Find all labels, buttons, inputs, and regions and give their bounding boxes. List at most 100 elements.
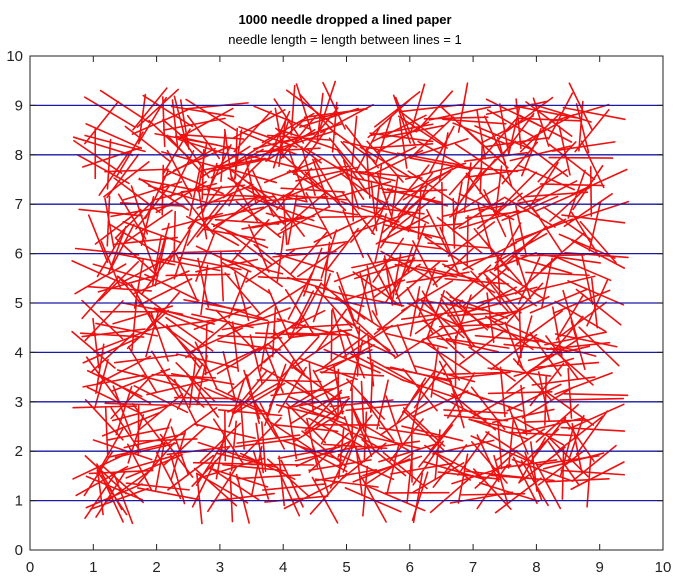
needle [320, 398, 349, 445]
needle [197, 188, 208, 240]
y-tick-label: 5 [15, 295, 23, 312]
needle [496, 136, 513, 187]
needle [358, 170, 423, 179]
needle [485, 100, 549, 116]
needle [162, 118, 207, 158]
needle [185, 320, 230, 359]
needle [170, 105, 235, 118]
needle [449, 264, 492, 305]
needle [375, 163, 383, 215]
needle [332, 155, 365, 201]
needle [511, 255, 573, 275]
needle [241, 190, 294, 222]
needle [92, 263, 154, 282]
needle [567, 169, 586, 219]
needle [239, 452, 296, 480]
needle [353, 318, 397, 359]
needle [531, 103, 592, 123]
needle [544, 477, 610, 483]
needle [396, 324, 418, 373]
needle [109, 223, 135, 271]
needle [195, 245, 252, 273]
needle [261, 119, 305, 158]
needle [385, 366, 449, 381]
needle [561, 214, 626, 224]
needle [539, 183, 605, 187]
needle [406, 451, 414, 503]
needle [293, 379, 338, 418]
needle [210, 195, 276, 203]
needle [122, 220, 182, 244]
needle [274, 107, 285, 159]
needle [140, 250, 174, 296]
needle [385, 332, 448, 349]
needle [110, 407, 142, 453]
needle [146, 379, 209, 396]
x-tick-label: 4 [279, 559, 287, 576]
needle [496, 418, 503, 470]
needle [427, 242, 492, 249]
needle [220, 131, 226, 183]
needle [229, 471, 234, 523]
needle [506, 354, 551, 393]
needle [299, 406, 359, 430]
needle [351, 211, 411, 234]
needle [255, 422, 265, 474]
needle [484, 137, 549, 148]
needle [205, 307, 269, 322]
needle [430, 347, 439, 398]
needle [345, 403, 410, 412]
needle [407, 183, 429, 233]
needle [493, 459, 558, 470]
needle [446, 372, 476, 419]
needle [521, 386, 574, 419]
needle [336, 149, 369, 195]
needle [493, 454, 509, 505]
needle [436, 337, 499, 353]
needle [494, 477, 542, 514]
needle [126, 309, 169, 350]
needle [173, 210, 176, 262]
x-tick-label: 0 [26, 559, 34, 576]
needle [321, 344, 375, 374]
needle [264, 417, 315, 452]
needle [394, 263, 458, 278]
needle [312, 158, 331, 208]
y-tick-label: 9 [15, 97, 23, 114]
needle [136, 487, 201, 501]
needle [333, 259, 393, 283]
needle [104, 402, 170, 407]
needle [325, 227, 359, 272]
y-tick-label: 0 [15, 542, 23, 559]
needle [557, 415, 604, 452]
needle [485, 431, 536, 465]
needle [360, 205, 425, 215]
needle [172, 402, 238, 407]
needle [346, 378, 386, 420]
needle [493, 267, 545, 300]
needle [570, 320, 586, 371]
needle [518, 437, 547, 484]
needle [369, 362, 374, 414]
needle [463, 151, 528, 162]
needle [230, 420, 237, 472]
y-tick-label: 2 [15, 443, 23, 460]
needle [513, 105, 578, 119]
x-tick-label: 1 [89, 559, 97, 576]
needle [420, 300, 465, 339]
needle [282, 194, 288, 246]
needle [465, 209, 530, 219]
needle [554, 255, 612, 282]
needle [286, 165, 352, 173]
needle [422, 319, 465, 359]
needle [104, 197, 115, 248]
needle [446, 371, 511, 380]
needle [355, 125, 381, 173]
needle [374, 115, 393, 165]
y-tick-label: 8 [15, 147, 23, 164]
needle [559, 397, 625, 401]
needle [302, 107, 339, 151]
needle [165, 324, 201, 368]
needle [476, 192, 523, 230]
needle [520, 254, 586, 257]
